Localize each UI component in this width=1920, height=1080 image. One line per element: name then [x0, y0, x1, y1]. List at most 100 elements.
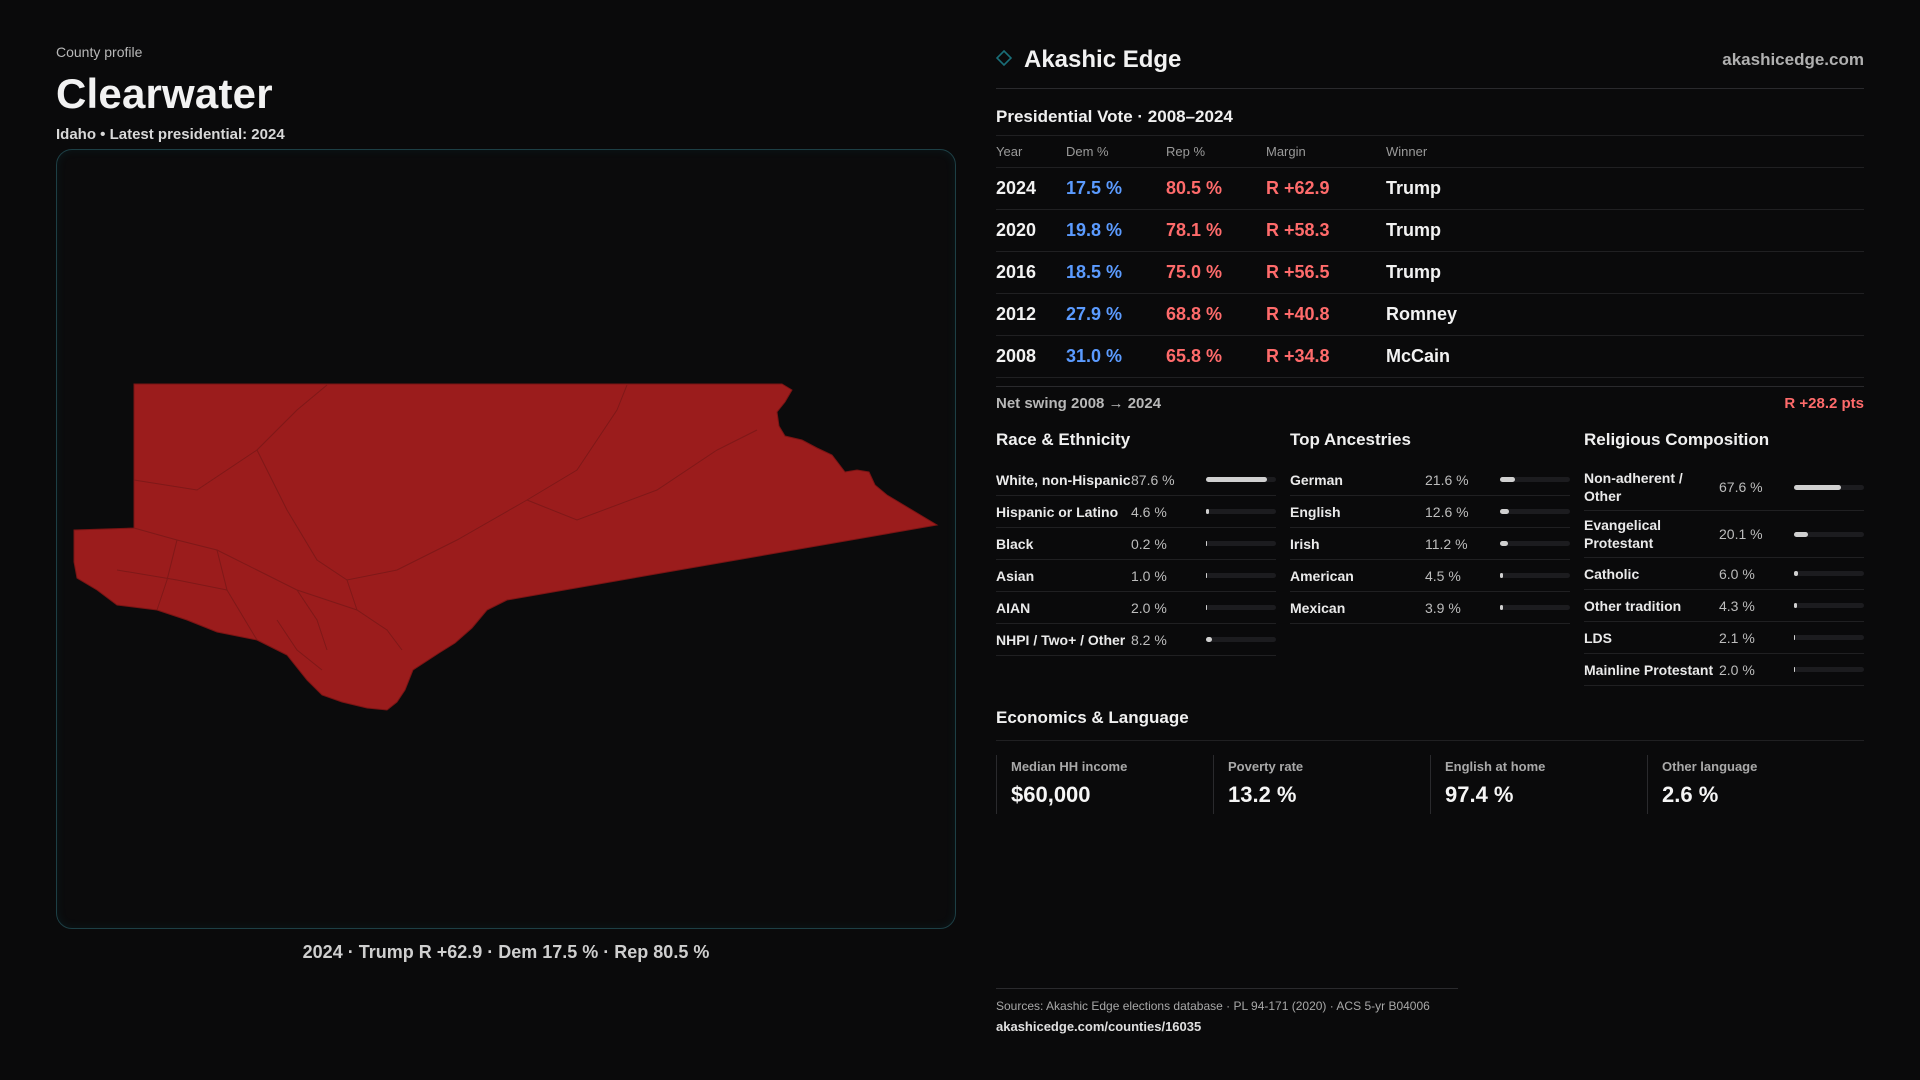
- item-percent: 87.6 %: [1131, 471, 1175, 488]
- dem-cell: 19.8 %: [1066, 209, 1166, 252]
- list-item: Catholic 6.0 %: [1584, 558, 1864, 590]
- item-label: American: [1290, 567, 1354, 584]
- table-row: 2024 17.5 % 80.5 % R +62.9 Trump: [996, 167, 1864, 210]
- net-swing-value: R +28.2 pts: [1784, 395, 1864, 412]
- list-item: White, non-Hispanic 87.6 %: [996, 464, 1276, 496]
- share-bar-fill: [1500, 477, 1516, 482]
- page-title: Clearwater: [56, 70, 273, 117]
- ancestry-section: Top Ancestries German 21.6 % English 12.6 …: [1290, 430, 1570, 686]
- share-bar: [1794, 571, 1864, 576]
- vote-section-title: Presidential Vote · 2008–2024: [996, 107, 1864, 136]
- item-label: Mainline Protestant: [1584, 661, 1714, 678]
- religion-section: Religious Composition Non-adherent / Oth…: [1584, 430, 1864, 686]
- share-bar-fill: [1206, 477, 1268, 482]
- share-bar-fill: [1794, 635, 1796, 640]
- margin-cell: R +40.8: [1266, 293, 1386, 336]
- list-item: Irish 11.2 %: [1290, 528, 1570, 560]
- table-row: 2016 18.5 % 75.0 % R +56.5 Trump: [996, 251, 1864, 294]
- brand-bar: Akashic Edge akashicedge.com: [995, 40, 1864, 89]
- share-bar-fill: [1500, 509, 1509, 514]
- stat-value: 13.2 %: [1228, 782, 1297, 807]
- header-winner: Winner: [1386, 136, 1864, 168]
- share-bar: [1500, 605, 1570, 610]
- county-shape: [73, 383, 939, 711]
- list-item: Mexican 3.9 %: [1290, 592, 1570, 624]
- share-bar: [1206, 477, 1276, 482]
- share-bar: [1500, 477, 1570, 482]
- item-label: Hispanic or Latino: [996, 503, 1119, 520]
- list-item: Evangelical Protestant 20.1 %: [1584, 511, 1864, 558]
- item-percent: 2.0 %: [1719, 661, 1755, 678]
- list-item: Non-adherent / Other 67.6 %: [1584, 464, 1864, 511]
- share-bar-fill: [1206, 509, 1210, 514]
- margin-cell: R +34.8: [1266, 335, 1386, 378]
- item-label: Black: [996, 535, 1034, 552]
- vote-table: Year Dem % Rep % Margin Winner 2024 17.5…: [996, 136, 1864, 378]
- share-bar-fill: [1206, 541, 1208, 546]
- share-bar-fill: [1794, 571, 1799, 576]
- stat-card: Median HH income $60,000: [996, 755, 1213, 814]
- margin-cell: R +62.9: [1266, 167, 1386, 210]
- dem-cell: 27.9 %: [1066, 293, 1166, 336]
- share-bar-fill: [1206, 573, 1208, 578]
- item-percent: 2.0 %: [1131, 599, 1167, 616]
- item-label: Evangelical Protestant: [1584, 517, 1662, 551]
- brand-url-link[interactable]: akashicedge.com: [1722, 50, 1864, 69]
- item-label: Other tradition: [1584, 597, 1682, 614]
- year-cell: 2008: [996, 335, 1066, 378]
- share-bar: [1206, 541, 1276, 546]
- table-row: 2020 19.8 % 78.1 % R +58.3 Trump: [996, 209, 1864, 252]
- list-item: Asian 1.0 %: [996, 560, 1276, 592]
- precinct-lines: [116, 384, 758, 671]
- margin-cell: R +56.5: [1266, 251, 1386, 294]
- sources-text: Sources: Akashic Edge elections database…: [996, 999, 1430, 1013]
- item-label: English: [1290, 503, 1341, 520]
- demographics-columns: Race & Ethnicity White, non-Hispanic 87.6…: [996, 430, 1864, 686]
- race-section-title: Race & Ethnicity: [996, 430, 1131, 449]
- share-bar-fill: [1206, 605, 1208, 610]
- rep-cell: 75.0 %: [1166, 251, 1266, 294]
- share-bar: [1206, 573, 1276, 578]
- share-bar: [1794, 531, 1864, 537]
- item-label: Asian: [996, 567, 1035, 584]
- item-percent: 67.6 %: [1719, 479, 1763, 495]
- data-panel: Akashic Edge akashicedge.com Presidentia…: [995, 40, 1864, 814]
- stat-card: Other language 2.6 %: [1647, 755, 1864, 814]
- share-bar: [1206, 605, 1276, 610]
- winner-cell: Trump: [1386, 251, 1864, 294]
- stat-card: Poverty rate 13.2 %: [1213, 755, 1430, 814]
- share-bar-fill: [1794, 667, 1796, 672]
- item-percent: 4.3 %: [1719, 597, 1755, 614]
- county-shape-svg: [73, 383, 939, 711]
- net-swing-label: Net swing 2008 → 2024: [996, 395, 1162, 412]
- county-permalink[interactable]: akashicedge.com/counties/16035: [996, 1019, 1202, 1034]
- list-item: English 12.6 %: [1290, 496, 1570, 528]
- county-subtitle: Idaho • Latest presidential: 2024: [56, 126, 285, 143]
- net-swing: Net swing 2008 → 2024 R +28.2 pts: [996, 386, 1864, 412]
- county-map: [56, 149, 956, 929]
- stat-label: Poverty rate: [1228, 759, 1304, 774]
- stat-label: Other language: [1662, 759, 1758, 774]
- religion-section-title: Religious Composition: [1584, 430, 1770, 449]
- eyebrow-label: County profile: [56, 44, 143, 60]
- item-percent: 12.6 %: [1425, 503, 1469, 520]
- item-label: White, non-Hispanic: [996, 471, 1131, 488]
- item-percent: 2.1 %: [1719, 629, 1755, 646]
- item-percent: 3.9 %: [1425, 599, 1461, 616]
- item-percent: 4.5 %: [1425, 567, 1461, 584]
- share-bar: [1500, 509, 1570, 514]
- share-bar: [1500, 573, 1570, 578]
- rep-cell: 78.1 %: [1166, 209, 1266, 252]
- rep-cell: 68.8 %: [1166, 293, 1266, 336]
- share-bar-fill: [1794, 603, 1797, 608]
- list-item: Mainline Protestant 2.0 %: [1584, 654, 1864, 686]
- list-item: LDS 2.1 %: [1584, 622, 1864, 654]
- list-item: American 4.5 %: [1290, 560, 1570, 592]
- diamond-outline-icon: [995, 49, 1013, 71]
- item-label: Irish: [1290, 535, 1320, 552]
- share-bar-fill: [1794, 484, 1842, 490]
- economics-stats: Median HH income $60,000 Poverty rate 13…: [996, 755, 1864, 814]
- sources-footer: Sources: Akashic Edge elections database…: [996, 988, 1458, 1034]
- share-bar: [1206, 509, 1276, 514]
- margin-cell: R +58.3: [1266, 209, 1386, 252]
